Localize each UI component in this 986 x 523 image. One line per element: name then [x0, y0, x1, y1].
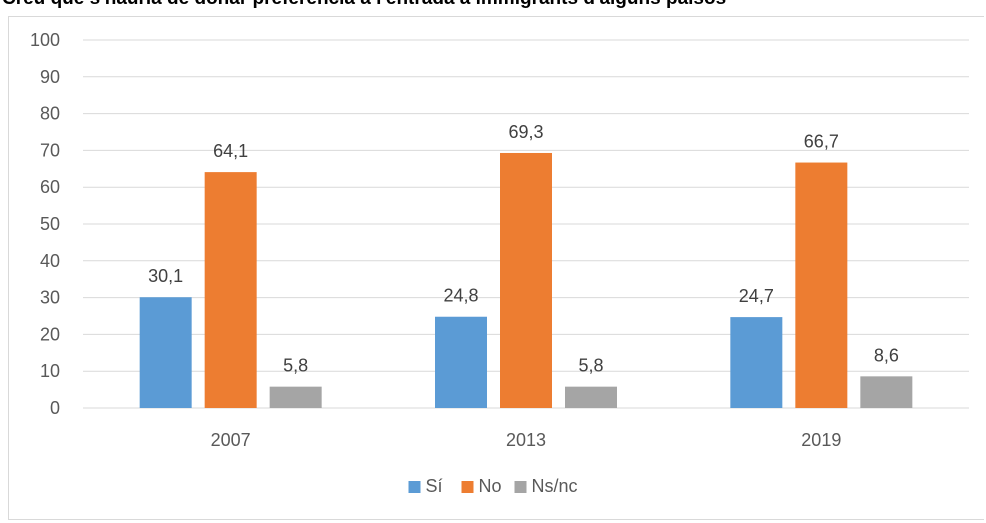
bar — [435, 316, 487, 408]
x-tick-label: 2013 — [506, 430, 546, 450]
data-label: 8,6 — [874, 345, 899, 365]
y-tick-label: 100 — [30, 30, 60, 50]
bar — [730, 317, 783, 408]
bar — [269, 386, 322, 408]
data-label: 64,1 — [213, 141, 248, 161]
y-tick-label: 20 — [40, 324, 60, 344]
data-labels: 30,1 64,1 5,8 24,8 69,3 5,8 24,7 66,7 8,6 — [148, 122, 899, 376]
y-tick-label: 10 — [40, 361, 60, 381]
y-tick-label: 50 — [40, 214, 60, 234]
legend-swatch — [461, 481, 474, 493]
y-tick-label: 30 — [40, 288, 60, 308]
legend-swatch — [408, 481, 421, 493]
legend: Sí No Ns/nc — [408, 476, 578, 496]
x-axis: 2007 2013 2019 — [211, 430, 842, 450]
legend-label: Ns/nc — [532, 476, 578, 496]
x-tick-label: 2019 — [801, 430, 841, 450]
y-tick-label: 90 — [40, 67, 60, 87]
data-label: 24,8 — [443, 286, 478, 306]
bar — [139, 297, 192, 408]
legend-swatch — [514, 481, 527, 493]
y-tick-label: 0 — [50, 398, 60, 418]
chart-frame — [8, 16, 984, 520]
legend-label: No — [479, 476, 502, 496]
y-tick-label: 70 — [40, 140, 60, 160]
y-tick-label: 80 — [40, 104, 60, 124]
chart-title: Creu que s'hauria de donar preferència a… — [0, 0, 986, 12]
legend-label: Sí — [426, 476, 443, 496]
bar — [500, 152, 552, 408]
x-tick-label: 2007 — [211, 430, 251, 450]
bar — [860, 376, 913, 408]
data-label: 30,1 — [148, 266, 183, 286]
bars — [139, 152, 913, 408]
bar — [565, 386, 617, 408]
data-label: 5,8 — [283, 356, 308, 376]
bar — [795, 162, 848, 408]
data-label: 66,7 — [804, 132, 839, 152]
data-label: 24,7 — [739, 286, 774, 306]
y-axis: 0 10 20 30 40 50 60 70 80 90 100 — [30, 30, 60, 418]
bar — [204, 172, 257, 408]
data-label: 69,3 — [508, 122, 543, 142]
data-label: 5,8 — [578, 356, 603, 376]
y-tick-label: 60 — [40, 177, 60, 197]
y-tick-label: 40 — [40, 251, 60, 271]
